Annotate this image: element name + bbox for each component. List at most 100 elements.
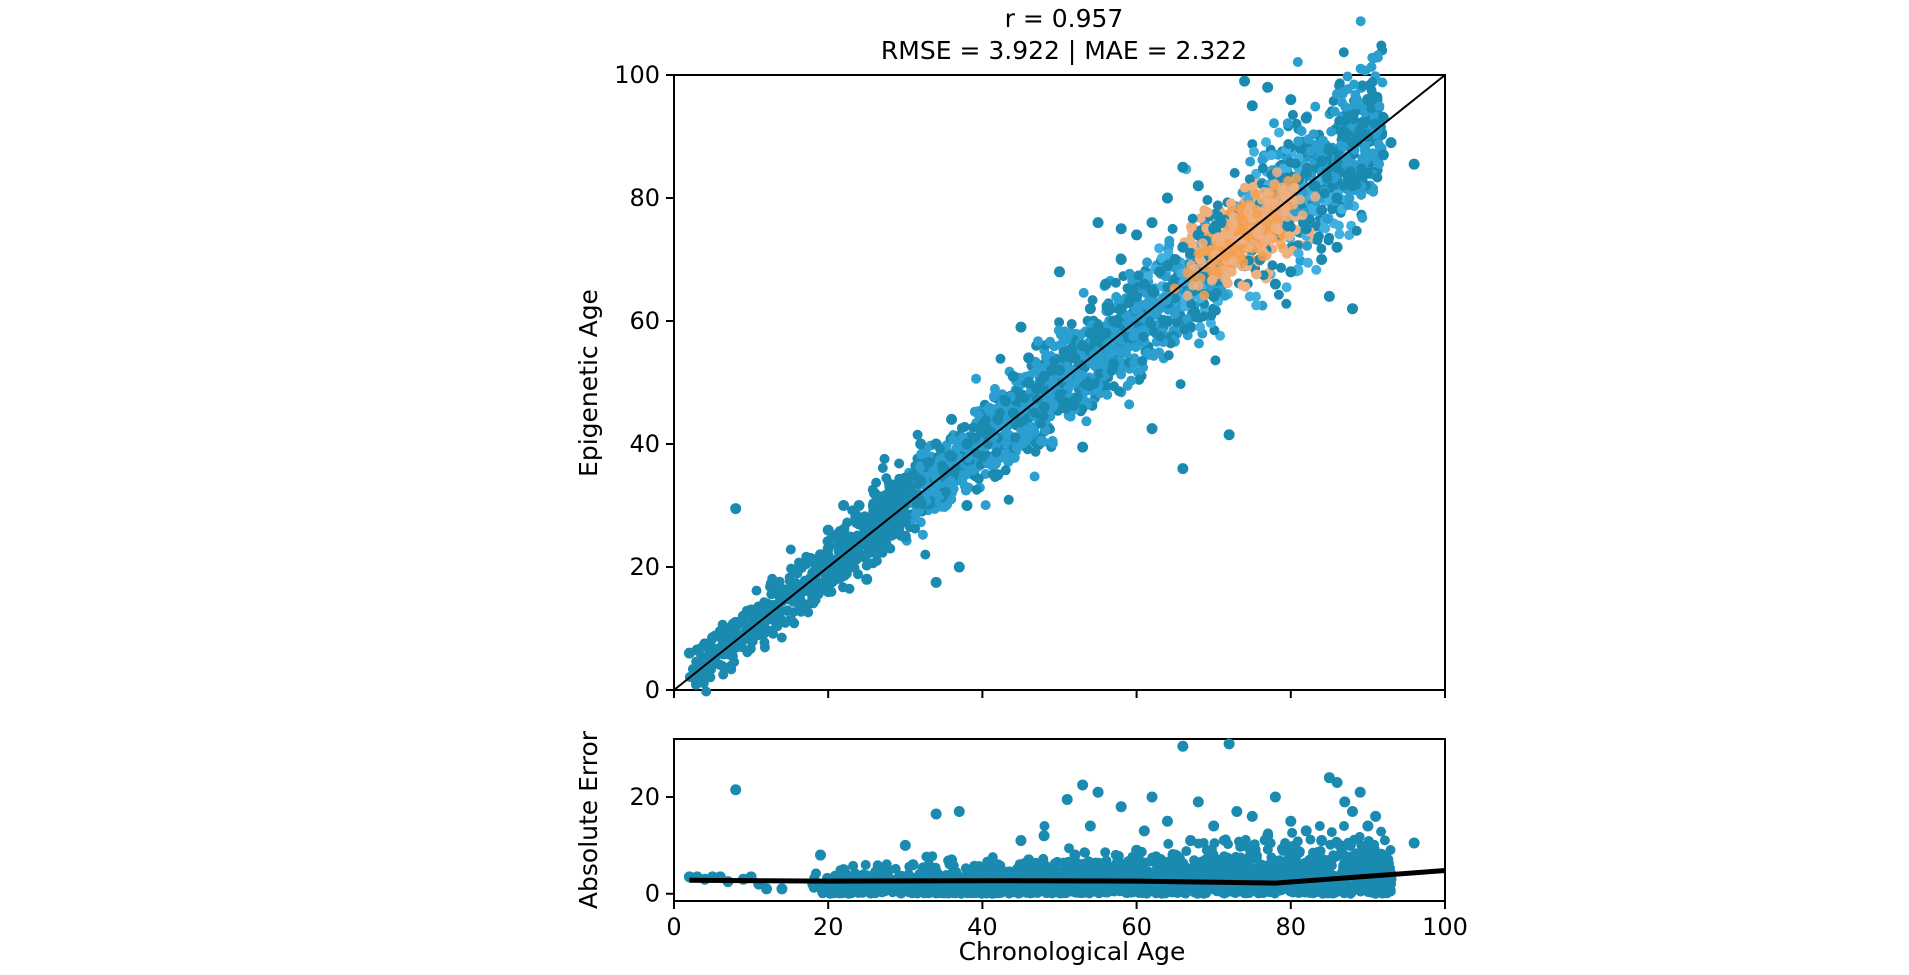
top-scatter-point xyxy=(915,517,926,528)
top-scatter-point xyxy=(1182,314,1193,325)
top-scatter-point xyxy=(691,644,703,656)
top-plot-frame xyxy=(673,74,1446,691)
top-scatter-point xyxy=(894,458,905,469)
top-scatter-point xyxy=(980,500,991,511)
top-scatter-point xyxy=(1061,346,1073,358)
top-scatter-point xyxy=(1282,118,1293,129)
top-scatter-point xyxy=(868,558,879,569)
top-scatter-point xyxy=(884,481,896,493)
top-scatter-point xyxy=(1069,352,1081,364)
top-scatter-point xyxy=(1331,241,1343,253)
top-scatter-point xyxy=(1000,465,1011,476)
top-scatter-point xyxy=(1308,129,1319,140)
top-scatter-point xyxy=(879,453,890,464)
top-scatter-point xyxy=(1364,80,1375,91)
top-scatter-point xyxy=(1069,395,1081,407)
top-scatter-point xyxy=(827,577,838,588)
top-scatter-point xyxy=(693,658,704,669)
top-scatter-point xyxy=(849,563,860,573)
bottom-scatter-point xyxy=(872,860,883,871)
top-scatter-point xyxy=(1094,368,1105,379)
top-scatter-point xyxy=(1144,316,1155,327)
top-scatter-point xyxy=(995,353,1006,364)
top-scatter-point xyxy=(868,512,880,524)
top-scatter-point xyxy=(1046,364,1058,376)
top-scatter-point xyxy=(1322,214,1333,225)
top-scatter-point xyxy=(1161,192,1173,204)
bottom-scatter-point xyxy=(1155,854,1166,865)
density-core-point xyxy=(1197,238,1208,249)
bottom-scatter-point xyxy=(1039,821,1050,831)
bottom-scatter-point xyxy=(1252,850,1262,861)
top-scatter-point xyxy=(1285,266,1297,278)
top-scatter-point xyxy=(915,438,927,450)
top-scatter-point xyxy=(1142,257,1153,268)
density-core-point xyxy=(1220,251,1231,262)
top-scatter-point xyxy=(912,429,923,440)
bottom-scatter-point xyxy=(1139,857,1150,868)
top-scatter-point xyxy=(1177,241,1189,253)
bottom-scatter-point xyxy=(1181,846,1192,857)
top-scatter-point xyxy=(701,686,712,697)
top-scatter-point xyxy=(1377,77,1388,88)
top-scatter-point xyxy=(1249,146,1259,157)
top-scatter-point xyxy=(787,616,798,627)
top-scatter-point xyxy=(1101,382,1111,393)
top-scatter-point xyxy=(1054,389,1065,400)
top-scatter-point xyxy=(1355,63,1366,74)
density-core-point xyxy=(1283,176,1294,186)
top-scatter-point xyxy=(1357,212,1368,223)
density-core-point xyxy=(1289,183,1299,194)
top-y-tick-label: 60 xyxy=(629,307,660,335)
top-scatter-point xyxy=(1100,278,1112,290)
bottom-scatter-point xyxy=(1317,865,1328,875)
top-scatter-point xyxy=(1095,358,1106,369)
top-scatter-point xyxy=(1385,137,1397,149)
top-scatter-point xyxy=(969,432,981,444)
top-scatter-point xyxy=(988,391,999,402)
top-scatter-point xyxy=(785,544,796,555)
top-scatter-point xyxy=(1131,290,1143,302)
top-scatter-point xyxy=(1281,298,1292,309)
top-scatter-point xyxy=(1023,352,1035,364)
top-scatter-point xyxy=(1274,127,1284,138)
top-scatter-point xyxy=(971,484,982,495)
top-scatter-point xyxy=(1081,416,1092,427)
top-scatter-point xyxy=(1342,84,1353,95)
top-scatter-point xyxy=(838,524,850,536)
top-scatter-point xyxy=(968,422,979,433)
top-scatter-point xyxy=(1334,115,1345,126)
top-scatter-point xyxy=(1151,308,1161,319)
bottom-scatter-point xyxy=(1376,826,1387,837)
density-core-point xyxy=(1242,230,1253,241)
top-scatter-point xyxy=(774,576,785,587)
top-scatter-point xyxy=(1244,291,1255,302)
top-scatter-point xyxy=(922,456,934,468)
top-scatter-point xyxy=(1185,247,1197,259)
top-scatter-point xyxy=(730,503,742,515)
top-scatter-point xyxy=(1273,289,1284,300)
top-scatter-point xyxy=(1195,322,1206,333)
top-scatter-point xyxy=(1202,195,1213,205)
top-scatter-point xyxy=(971,373,982,384)
top-y-tick-label: 20 xyxy=(629,553,660,581)
top-scatter-point xyxy=(1356,189,1367,200)
top-scatter-point xyxy=(1292,57,1303,67)
top-scatter-point xyxy=(814,549,826,561)
top-scatter-point xyxy=(1326,126,1337,137)
top-scatter-point xyxy=(916,498,927,509)
top-scatter-point xyxy=(894,523,905,534)
top-scatter-point xyxy=(1058,334,1069,345)
top-scatter-point xyxy=(740,625,751,635)
top-scatter-point xyxy=(1247,139,1258,150)
top-scatter-point xyxy=(1208,290,1220,302)
top-scatter-point xyxy=(776,632,787,643)
top-scatter-point xyxy=(1161,315,1173,327)
top-scatter-point xyxy=(1054,266,1065,278)
bottom-scatter-point xyxy=(1091,885,1102,896)
bottom-scatter-point xyxy=(1287,827,1298,838)
top-scatter-point xyxy=(1129,358,1139,369)
top-scatter-point xyxy=(851,509,862,520)
top-scatter-point xyxy=(1010,432,1021,443)
top-scatter-point xyxy=(976,420,988,432)
